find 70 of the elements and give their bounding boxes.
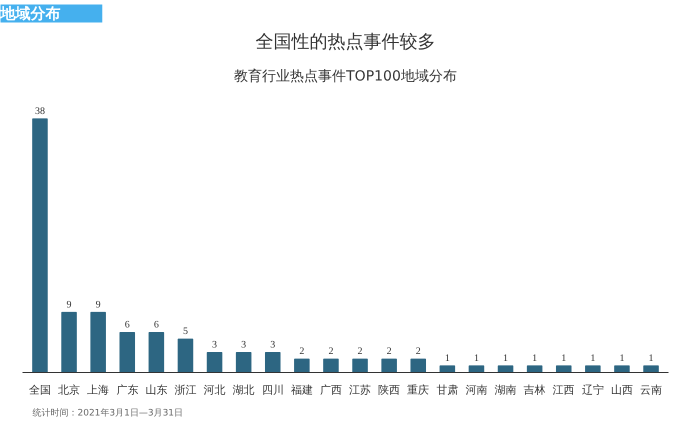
bar [498,365,514,372]
data-label: 1 [444,352,450,364]
bar [614,365,630,372]
x-tick-label: 吉林 [524,384,546,396]
x-tick-label: 四川 [262,384,284,396]
chart-subtitle: 教育行业热点事件TOP100地域分布 [234,68,457,84]
data-label: 2 [299,346,304,358]
bar [410,358,426,372]
text: 统计时间：2021年3月1日—3月31日 [32,408,184,418]
x-tick-label: 重庆 [407,384,430,396]
data-label: 1 [648,352,654,364]
text: 地域分布 [0,4,60,22]
bar [148,332,164,372]
data-label: 2 [416,346,421,358]
x-tick-label: 辽宁 [582,384,604,396]
x-tick-label: 上海 [87,384,110,396]
data-label: 6 [124,319,130,330]
x-tick-label: 北京 [58,384,80,396]
x-tick-label: 广东 [116,384,138,396]
chart-title: 全国性的热点事件较多 [256,32,436,52]
bar [381,358,397,372]
x-tick-label: 陕西 [378,384,400,396]
data-label: 3 [241,339,246,350]
bar [643,365,659,372]
bar [323,358,339,372]
bar [468,365,484,372]
data-label: 9 [96,299,101,310]
x-tick-label: 江苏 [349,384,372,396]
x-tick-label: 山东 [145,384,168,396]
data-label: 1 [561,352,566,364]
data-label: 3 [212,339,218,350]
data-label: 2 [328,346,334,358]
x-tick-label: 甘肃 [436,384,458,396]
x-tick-label: 福建 [290,384,313,396]
data-label: 2 [386,346,392,358]
x-tick-label: 浙江 [174,384,196,396]
data-label: 1 [590,352,596,364]
x-tick-label: 河南 [465,384,488,396]
x-tick-label: 全国 [28,384,51,396]
data-label: 1 [503,352,508,364]
x-tick-label: 江西 [552,384,575,396]
data-label: 9 [66,299,72,310]
data-label: 6 [154,319,159,330]
x-tick-label: 山西 [610,384,633,396]
data-label: 1 [532,352,538,364]
bar [61,312,77,372]
data-label: 1 [619,352,624,364]
data-label: 3 [270,339,276,350]
bar [585,365,601,372]
x-tick-label: 湖南 [494,384,517,396]
x-tick-label: 河北 [204,384,226,396]
bar [264,352,281,372]
bar [352,358,368,372]
data-label: 5 [182,326,188,338]
bar [119,332,136,372]
bar [206,352,222,372]
data-label: 38 [34,106,45,117]
data-label: 2 [358,346,363,358]
bar [178,338,194,372]
x-tick-label: 湖北 [232,384,255,396]
x-tick-label: 云南 [640,384,662,396]
bar [440,365,456,372]
x-tick-label: 广西 [320,384,342,396]
bar [294,358,310,372]
bar [556,365,572,372]
bar [90,312,106,372]
bar [526,365,542,372]
bar [32,118,48,372]
bar [236,352,252,372]
data-label: 1 [474,352,479,364]
